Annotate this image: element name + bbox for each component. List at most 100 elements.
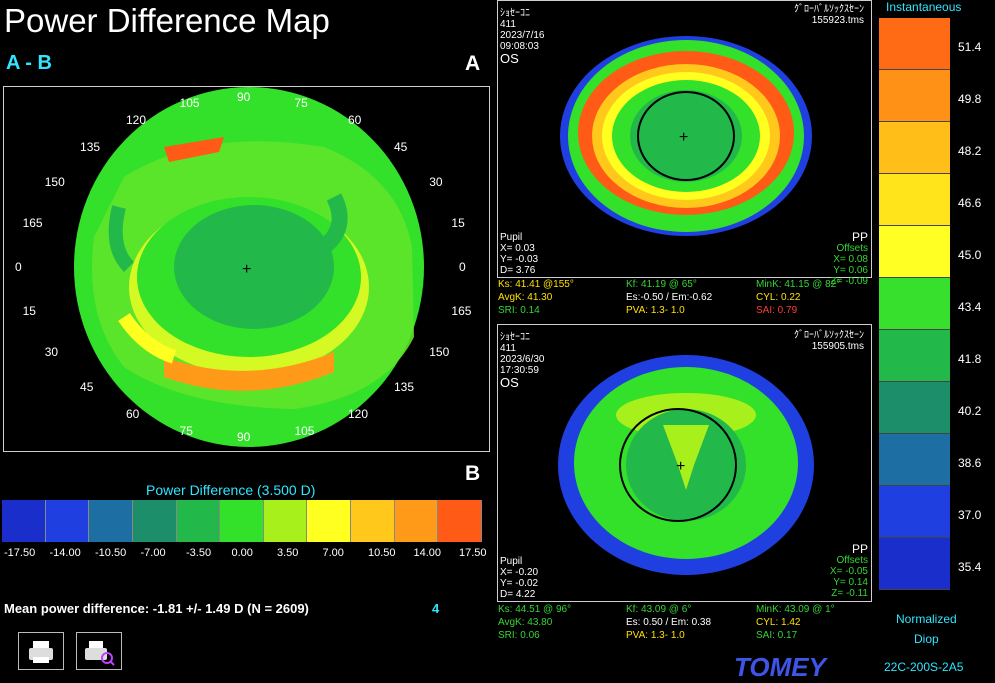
scale-tick-label: 3.50 bbox=[277, 547, 299, 559]
print-button[interactable] bbox=[18, 632, 64, 670]
mean-power-difference: Mean power difference: -1.81 +/- 1.49 D … bbox=[4, 601, 309, 616]
legend-value: 49.8 bbox=[958, 92, 982, 106]
degree-label: 165 bbox=[451, 303, 472, 318]
map-b-offsets: PP Offsets X= -0.05 Y= 0.14 Z= -0.11 bbox=[829, 542, 868, 599]
map-a-topography: + bbox=[560, 36, 812, 236]
mean-index: 4 bbox=[432, 601, 440, 616]
print-preview-button[interactable] bbox=[76, 632, 122, 670]
map-a-panel[interactable]: + bbox=[497, 0, 872, 278]
degree-label: 105 bbox=[179, 95, 200, 110]
scale-swatch bbox=[45, 500, 90, 542]
difference-map: + bbox=[74, 87, 424, 447]
scale-tick-label: -10.50 bbox=[95, 547, 127, 559]
degree-label: 150 bbox=[44, 175, 65, 189]
scale-tick-label: -17.50 bbox=[4, 547, 36, 559]
legend-swatch bbox=[879, 122, 950, 174]
degree-label: 15 bbox=[22, 303, 36, 318]
degree-label: 135 bbox=[80, 139, 101, 154]
difference-map-panel[interactable]: + bbox=[3, 86, 490, 452]
legend-value: 45.0 bbox=[958, 248, 982, 262]
map-b-stats: Ks: 44.51 @ 96° Kf: 43.09 @ 6° MinK: 43.… bbox=[498, 604, 835, 641]
map-b-file: ｸﾞﾛｰﾊﾞﾙｿｯｸｽｾｰﾝ 155905.tms bbox=[794, 330, 864, 352]
scale-tick-label: -7.00 bbox=[140, 547, 166, 559]
legend-footer-normalized: Normalized bbox=[896, 612, 957, 626]
legend-value: 51.4 bbox=[958, 40, 982, 54]
degree-label: 120 bbox=[348, 407, 369, 422]
legend-swatch bbox=[879, 18, 950, 70]
legend-value: 38.6 bbox=[958, 456, 982, 470]
degree-label: 120 bbox=[126, 112, 147, 127]
degree-label: 0 bbox=[15, 260, 22, 274]
map-a-header: ｼｮｾｰｺﾆ 411 2023/7/16 09:08:03 OS bbox=[500, 8, 545, 66]
degree-label: 150 bbox=[429, 345, 450, 359]
legend-value: 46.6 bbox=[958, 196, 982, 210]
scale-tick-label: 0.00 bbox=[231, 547, 253, 559]
degree-label: 105 bbox=[294, 424, 315, 439]
legend-swatch bbox=[879, 486, 950, 538]
label-a: A bbox=[465, 52, 481, 75]
legend-value: 41.8 bbox=[958, 352, 982, 366]
legend-swatch bbox=[879, 330, 950, 382]
model-number: 22C-200S-2A5 bbox=[884, 660, 964, 674]
scale-swatch bbox=[351, 500, 395, 542]
degree-label: 60 bbox=[348, 112, 362, 127]
print-preview-icon bbox=[85, 641, 115, 666]
difference-label: A - B bbox=[6, 52, 52, 74]
scale-swatch bbox=[263, 500, 308, 542]
degree-label: 15 bbox=[451, 216, 465, 230]
legend-swatch bbox=[879, 70, 950, 122]
map-b-topography: + bbox=[558, 355, 814, 575]
degree-label: 90 bbox=[237, 90, 251, 104]
scale-swatch bbox=[2, 500, 46, 542]
scale-swatch bbox=[438, 500, 483, 542]
scale-swatch bbox=[394, 500, 439, 542]
scale-swatch bbox=[89, 500, 133, 542]
page-title: Power Difference Map bbox=[4, 2, 330, 39]
map-b-pupil: Pupil X= -0.20 Y= -0.02 D= 4.22 bbox=[500, 556, 539, 600]
degree-label: 165 bbox=[22, 216, 43, 230]
svg-text:+: + bbox=[242, 261, 251, 278]
degree-label: 90 bbox=[237, 430, 251, 444]
degree-label: 75 bbox=[294, 95, 308, 110]
scale-tick-label: -14.00 bbox=[49, 547, 81, 559]
map-a-offsets: PP Offsets X= 0.08 Y= 0.06 Z= -0.09 bbox=[830, 230, 868, 287]
degree-label: 30 bbox=[44, 345, 59, 359]
scale-tick-label: 10.50 bbox=[368, 547, 396, 559]
legend-value: 35.4 bbox=[958, 560, 982, 574]
degree-label: 60 bbox=[126, 407, 140, 422]
scale-tick-label: 17.50 bbox=[459, 547, 487, 559]
legend-swatch bbox=[879, 174, 950, 226]
scale-swatch bbox=[176, 500, 221, 542]
map-b-panel[interactable]: + bbox=[497, 324, 872, 602]
difference-scale bbox=[2, 500, 483, 542]
print-icon bbox=[29, 641, 53, 663]
difference-scale-labels: -17.50 -14.00 -10.50 -7.00 -3.50 0.00 3.50 7.00… bbox=[0, 547, 490, 561]
legend-title: Instantaneous bbox=[886, 0, 962, 14]
legend-swatch bbox=[879, 278, 950, 330]
legend-footer-diop: Diop bbox=[914, 632, 939, 646]
degree-label: 45 bbox=[393, 139, 408, 154]
scale-tick-label: 7.00 bbox=[322, 547, 344, 559]
legend-value: 48.2 bbox=[958, 144, 982, 158]
degree-label: 30 bbox=[429, 175, 443, 189]
legend-swatch bbox=[879, 434, 950, 486]
scale-tick-label: -3.50 bbox=[186, 547, 212, 559]
brand-logo: TOMEY bbox=[734, 652, 826, 682]
legend-value: 43.4 bbox=[958, 300, 982, 314]
map-a-pupil: Pupil X= 0.03 Y= -0.03 D= 3.76 bbox=[500, 232, 539, 276]
power-legend bbox=[879, 18, 950, 590]
svg-text:+: + bbox=[679, 129, 688, 146]
legend-swatch bbox=[879, 382, 950, 434]
degree-label: 135 bbox=[393, 380, 414, 395]
map-a-stats: Ks: 41.41 @155° Kf: 41.19 @ 65° MinK: 41… bbox=[498, 279, 841, 316]
legend-value: 40.2 bbox=[958, 404, 982, 418]
scale-swatch bbox=[132, 500, 177, 542]
map-a-file: ｸﾞﾛｰﾊﾞﾙｿｯｸｽｾｰﾝ 155923.tms bbox=[794, 4, 864, 26]
degree-label: 0 bbox=[459, 260, 466, 274]
scale-swatch bbox=[220, 500, 264, 542]
legend-value: 37.0 bbox=[958, 508, 982, 522]
power-difference-title: Power Difference (3.500 D) bbox=[146, 482, 316, 498]
degree-label: 45 bbox=[80, 380, 94, 395]
svg-text:+: + bbox=[676, 458, 685, 475]
label-b: B bbox=[465, 462, 481, 485]
